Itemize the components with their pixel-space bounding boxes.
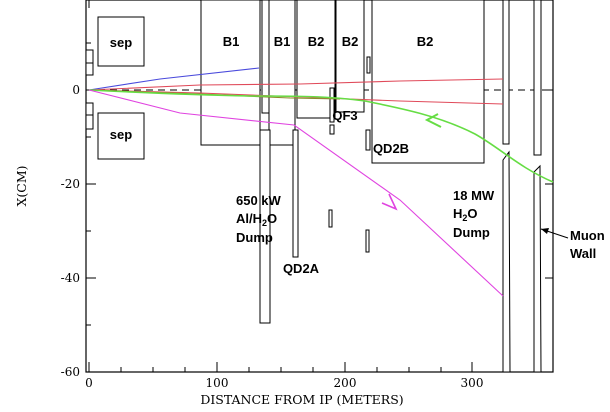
b2-magnet-b [335, 0, 365, 113]
muon-wall-upper [533, 0, 542, 156]
y-axis-title: X(CM) [14, 165, 29, 206]
sep-top-stub-upper [85, 49, 94, 64]
sep-top-magnet [97, 16, 145, 67]
sep-top-stub-lower [85, 62, 94, 76]
x-tick-label: 0 [85, 376, 93, 390]
y-tick-label: 0 [72, 83, 80, 97]
qd2a-magnet [292, 129, 299, 258]
blue-trajectory [88, 67, 260, 91]
water-dump-upper [502, 0, 510, 145]
b2-label-a: B2 [308, 34, 325, 49]
b2-magnet-a [296, 0, 336, 119]
b1-label-b: B1 [274, 34, 291, 49]
sep-bottom-label: sep [110, 127, 132, 142]
dump1-power-label: 650 kW [236, 193, 282, 208]
dump2-material-label: H2O [453, 206, 478, 223]
qf3-label: QF3 [332, 108, 357, 123]
green-trajectory [88, 89, 554, 183]
x-tick-label: 100 [206, 376, 229, 390]
x-axis-title: DISTANCE FROM IP (METERS) [200, 392, 403, 407]
muon-wall-label-line2: Wall [570, 246, 596, 261]
magenta-trajectory [88, 89, 504, 297]
muon-wall-lower [533, 164, 542, 373]
qd2b-upper-stub [366, 56, 371, 74]
magenta-direction-arrow [381, 193, 398, 211]
qf3-magnet-upper [329, 87, 335, 123]
sep-top-label: sep [110, 35, 132, 50]
muon-wall-pointer-head [541, 228, 549, 234]
b2-label-c: B2 [417, 34, 434, 49]
aluminum-water-dump [259, 129, 271, 324]
y-tick-label: -60 [61, 365, 80, 379]
small-quad-block [365, 229, 370, 253]
dump1-name-label: Dump [236, 230, 273, 245]
water-dump-lower [502, 150, 511, 373]
dump1-material-label: Al/H2O [236, 211, 277, 228]
sep-bottom-stub-upper [85, 102, 94, 116]
sep-bottom-stub-lower [85, 114, 94, 130]
dump2-name-label: Dump [453, 225, 490, 240]
qd2b-label: QD2B [373, 141, 409, 156]
small-quad-block [328, 209, 333, 228]
qd2b-magnet [365, 129, 371, 151]
dump2-power-label: 18 MW [453, 188, 495, 203]
b1-label-a: B1 [223, 34, 240, 49]
b2-label-b: B2 [342, 34, 359, 49]
dump-upper-block [261, 0, 270, 114]
b1-magnet-a [200, 0, 261, 146]
sep-bottom-magnet [97, 112, 145, 160]
y-tick-label: -20 [61, 177, 80, 191]
y-tick-label: -40 [61, 271, 80, 285]
green-direction-arrow [424, 113, 442, 128]
muon-wall-label-line1: Muon [570, 228, 605, 243]
red-trajectory-upper [88, 78, 504, 91]
qf3-magnet-lower [329, 124, 335, 135]
x-tick-label: 300 [461, 376, 484, 390]
plot-frame [85, 0, 554, 373]
x-tick-label: 200 [334, 376, 357, 390]
trajectories [88, 67, 554, 297]
qd2a-label: QD2A [283, 261, 320, 276]
